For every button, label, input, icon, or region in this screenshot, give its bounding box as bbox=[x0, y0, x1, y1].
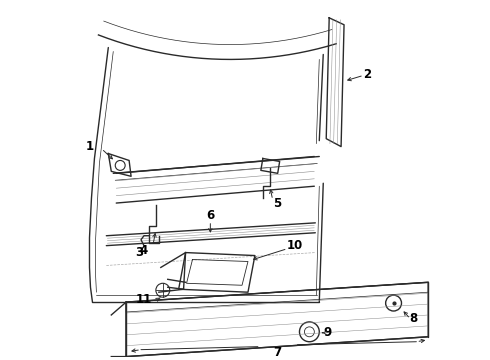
Text: 1: 1 bbox=[85, 140, 94, 153]
Text: 10: 10 bbox=[286, 239, 303, 252]
Text: 9: 9 bbox=[323, 326, 331, 339]
Text: 6: 6 bbox=[206, 210, 215, 222]
Text: 8: 8 bbox=[409, 312, 417, 325]
Text: 3: 3 bbox=[135, 246, 143, 259]
Text: 7: 7 bbox=[273, 346, 282, 359]
Text: 11: 11 bbox=[136, 293, 152, 306]
Text: 2: 2 bbox=[363, 68, 371, 81]
Text: 5: 5 bbox=[272, 197, 281, 210]
Text: 4: 4 bbox=[140, 244, 148, 257]
